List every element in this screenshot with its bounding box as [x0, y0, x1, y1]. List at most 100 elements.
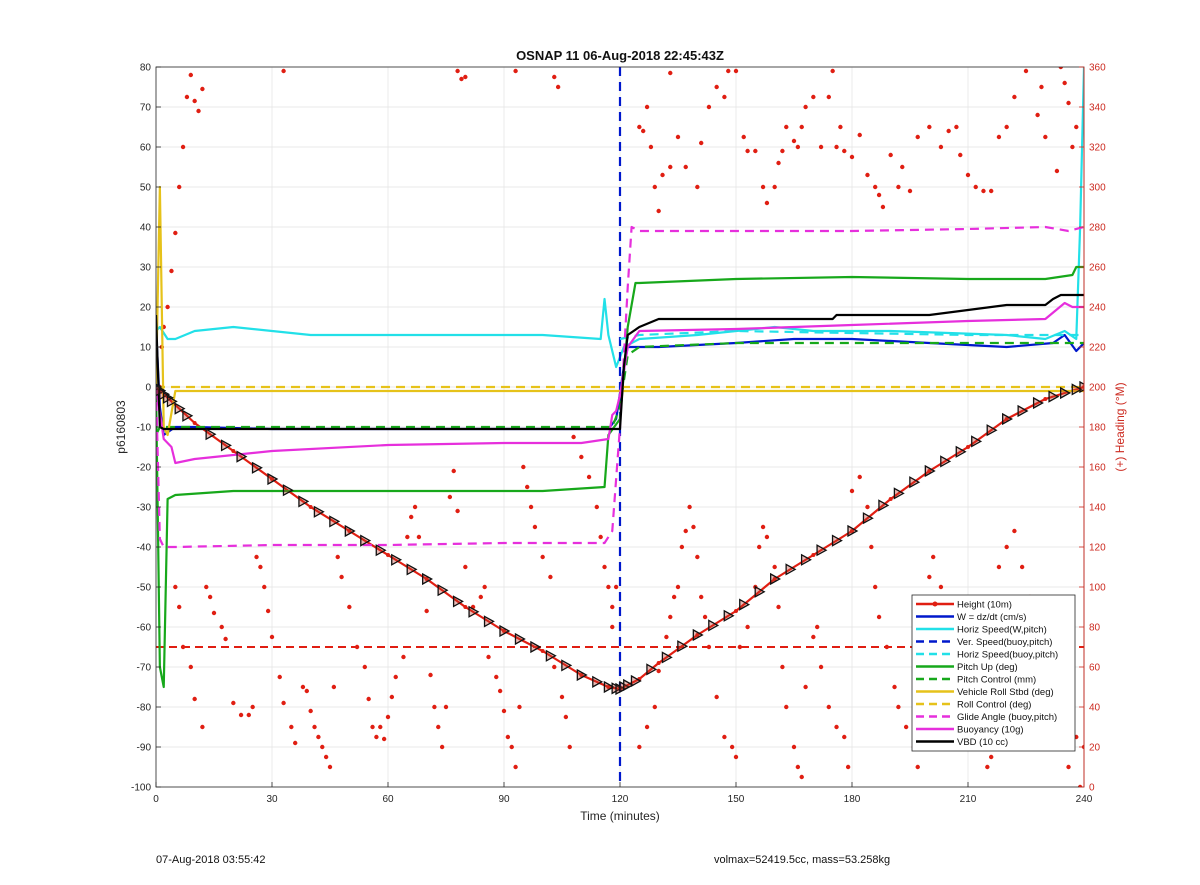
legend-entry-label: Horiz Speed(buoy,pitch)	[957, 650, 1058, 661]
heading-point	[192, 98, 197, 104]
heading-point	[401, 654, 406, 660]
heading-point	[842, 734, 847, 740]
heading-point	[331, 684, 337, 690]
series-line-vehicle-roll-stbd-deg	[156, 185, 1084, 437]
heading-point	[996, 134, 1002, 140]
y-tick-label: -90	[137, 743, 152, 754]
heading-point	[791, 138, 797, 144]
heading-point	[644, 104, 650, 110]
height-triangle-marker	[770, 572, 782, 586]
heading-point	[780, 664, 785, 670]
series-point-height-10m	[502, 629, 506, 633]
heading-point	[683, 528, 688, 534]
heading-point	[927, 124, 932, 130]
heading-point	[606, 584, 611, 590]
legend-entry-label: Height (10m)	[957, 600, 1012, 611]
heading-point	[416, 534, 422, 540]
height-triangle-marker	[893, 487, 905, 500]
heading-point	[989, 188, 994, 194]
heading-point	[505, 734, 511, 740]
legend-swatch-marker	[932, 601, 938, 607]
heading-point	[1054, 168, 1060, 174]
heading-point	[1066, 764, 1071, 770]
heading-point	[760, 184, 766, 190]
height-triangle-marker	[282, 484, 294, 497]
heading-point	[845, 764, 851, 770]
heading-point	[849, 154, 855, 160]
x-tick-label: 240	[1076, 794, 1093, 805]
x-axis-label: Time (minutes)	[580, 809, 660, 823]
heading-point	[1066, 100, 1071, 106]
heading-point	[815, 624, 820, 630]
height-triangle-marker	[940, 455, 952, 468]
heading-point	[641, 128, 646, 134]
y-tick-label: 10	[140, 343, 152, 354]
heading-point	[652, 184, 657, 190]
y-axis-label: p6160803	[114, 400, 128, 454]
y-tick-label: -50	[137, 583, 152, 594]
height-triangle-marker	[375, 544, 387, 557]
series-point-height-10m	[695, 633, 700, 637]
y-tick-label: 70	[140, 103, 152, 114]
heading-point	[664, 634, 669, 640]
heading-point	[277, 674, 282, 680]
series-point-height-10m	[308, 505, 313, 509]
heading-point	[675, 134, 681, 140]
series-point-height-10m	[888, 497, 893, 501]
y-tick-label: -30	[137, 503, 152, 514]
height-triangle-marker	[592, 675, 604, 688]
heading-point	[393, 674, 398, 680]
height-triangle-marker	[174, 402, 186, 415]
heading-point	[316, 734, 321, 740]
x-tick-label: 90	[498, 794, 510, 805]
heading-point	[169, 268, 174, 274]
heading-point	[412, 504, 418, 510]
heading-point	[811, 94, 816, 100]
heading-point	[509, 744, 514, 750]
heading-point	[865, 172, 870, 178]
heading-point	[668, 164, 673, 170]
heading-point	[776, 604, 781, 610]
series-point-height-10m	[192, 421, 197, 425]
heading-point	[938, 584, 944, 590]
y-tick-label: 80	[140, 63, 152, 74]
heading-point	[896, 184, 901, 190]
heading-point	[733, 754, 739, 760]
series-point-height-10m	[966, 445, 970, 449]
heading-point	[803, 104, 808, 110]
heading-point	[803, 684, 808, 690]
heading-point	[826, 94, 831, 100]
heading-point	[513, 68, 518, 74]
height-triangle-marker	[344, 524, 356, 538]
y-tick-label: 30	[140, 263, 152, 274]
heading-point	[374, 734, 379, 740]
legend-entry-label: Ver. Speed(buoy,pitch)	[957, 637, 1052, 648]
heading-point	[532, 524, 538, 530]
y2-tick-label: 60	[1089, 663, 1101, 674]
heading-point	[579, 454, 584, 460]
heading-point	[784, 124, 789, 130]
heading-point	[842, 148, 847, 154]
heading-point	[687, 504, 692, 510]
y2-tick-label: 360	[1089, 63, 1106, 74]
heading-point	[892, 684, 897, 690]
series-point-height-10m	[606, 685, 611, 689]
legend-entry-label: Vehicle Roll Stbd (deg)	[957, 687, 1054, 698]
heading-point	[660, 172, 665, 178]
heading-point	[552, 664, 557, 670]
heading-point	[366, 696, 371, 702]
heading-point	[876, 192, 882, 198]
heading-point	[1043, 134, 1048, 140]
heading-point	[521, 464, 526, 470]
heading-point	[327, 764, 333, 770]
y-tick-label: 20	[140, 303, 152, 314]
heading-point	[196, 108, 201, 114]
heading-point	[652, 704, 657, 710]
series-point-height-10m	[850, 529, 854, 533]
heading-point	[838, 124, 843, 130]
heading-point	[308, 708, 313, 714]
series-point-height-10m	[656, 661, 661, 665]
x-tick-label: 30	[266, 794, 278, 805]
heading-point	[459, 76, 464, 82]
